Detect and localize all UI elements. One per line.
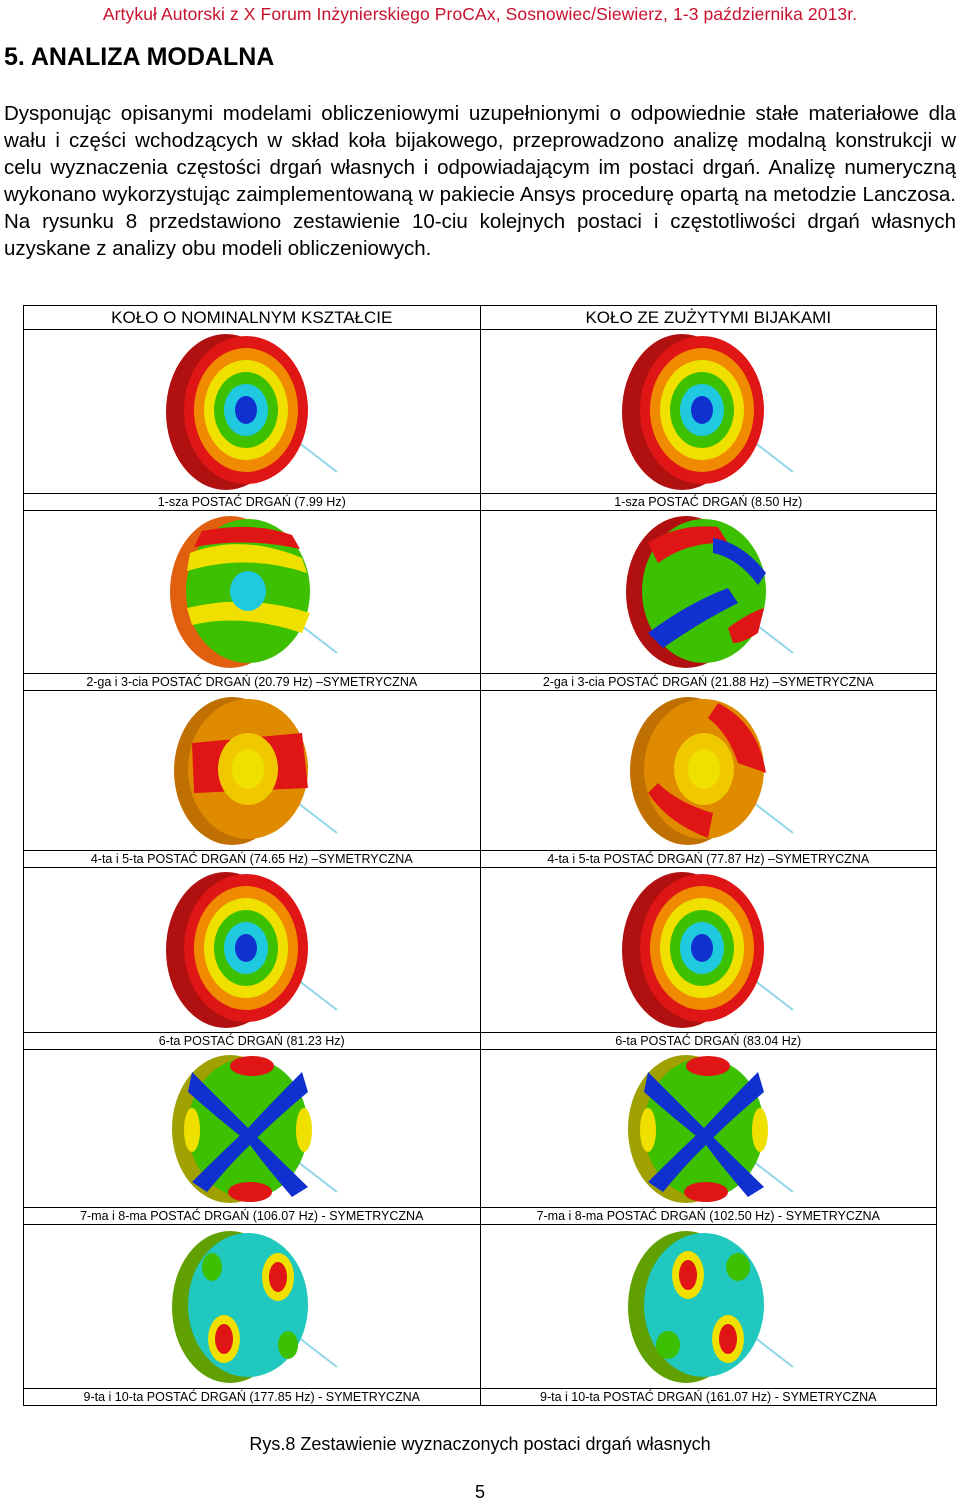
mode-caption: 6-ta POSTAĆ DRGAŃ (81.23 Hz) [23, 1032, 481, 1050]
wheel-mode-7-nominal [171, 1054, 338, 1203]
mode-image-cell [23, 690, 481, 851]
mode-image-cell [23, 329, 481, 494]
column-header-worn: KOŁO ZE ZUŻYTYMI BIJAKAMI [479, 305, 937, 330]
mode-caption: 2-ga i 3-cia POSTAĆ DRGAŃ (21.88 Hz) –SY… [479, 673, 937, 691]
page-number: 5 [474, 1482, 485, 1502]
wheel-mode-9-nominal [171, 1230, 338, 1383]
modal-shapes-table: KOŁO O NOMINALNYM KSZTAŁCIE KOŁO ZE ZUŻY… [23, 305, 937, 1406]
wheel-mode-6-worn [622, 872, 794, 1028]
wheel-mode-7-worn [628, 1054, 794, 1203]
mode-image-cell [479, 510, 937, 674]
mode-image-cell [23, 1224, 481, 1389]
wheel-mode-2-worn [626, 516, 794, 668]
mode-image-cell [479, 690, 937, 851]
mode-caption: 1-sza POSTAĆ DRGAŃ (8.50 Hz) [479, 493, 937, 511]
wheel-mode-2-nominal [169, 516, 338, 668]
mode-caption: 6-ta POSTAĆ DRGAŃ (83.04 Hz) [479, 1032, 937, 1050]
mode-image-cell [23, 867, 481, 1033]
mode-caption: 7-ma i 8-ma POSTAĆ DRGAŃ (106.07 Hz) - S… [23, 1207, 481, 1225]
wheel-mode-6-nominal [165, 872, 338, 1028]
wheel-mode-1-worn [622, 333, 794, 490]
column-header-nominal: KOŁO O NOMINALNYM KSZTAŁCIE [23, 305, 481, 330]
page-header: Artykuł Autorski z X Forum Inżynierskieg… [102, 4, 858, 24]
mode-caption: 9-ta i 10-ta POSTAĆ DRGAŃ (161.07 Hz) - … [479, 1388, 937, 1406]
mode-image-cell [23, 510, 481, 674]
mode-image-cell [479, 1224, 937, 1389]
mode-caption: 4-ta i 5-ta POSTAĆ DRGAŃ (77.87 Hz) –SYM… [479, 850, 937, 868]
mode-image-cell [479, 329, 937, 494]
body-paragraph: Dysponując opisanymi modelami obliczenio… [4, 102, 956, 260]
mode-image-cell [479, 1049, 937, 1208]
mode-caption: 7-ma i 8-ma POSTAĆ DRGAŃ (102.50 Hz) - S… [479, 1207, 937, 1225]
mode-image-cell [23, 1049, 481, 1208]
wheel-mode-1-nominal [165, 333, 338, 490]
section-title: 5. ANALIZA MODALNA [4, 43, 275, 71]
mode-image-cell [479, 867, 937, 1033]
wheel-mode-4-worn [630, 696, 794, 845]
figure-caption: Rys.8 Zestawienie wyznaczonych postaci d… [249, 1434, 711, 1454]
mode-caption: 1-sza POSTAĆ DRGAŃ (7.99 Hz) [23, 493, 481, 511]
mode-caption: 9-ta i 10-ta POSTAĆ DRGAŃ (177.85 Hz) - … [23, 1388, 481, 1406]
mode-caption: 4-ta i 5-ta POSTAĆ DRGAŃ (74.65 Hz) –SYM… [23, 850, 481, 868]
mode-caption: 2-ga i 3-cia POSTAĆ DRGAŃ (20.79 Hz) –SY… [23, 673, 481, 691]
wheel-mode-9-worn [628, 1230, 794, 1383]
wheel-mode-4-nominal [173, 696, 338, 845]
